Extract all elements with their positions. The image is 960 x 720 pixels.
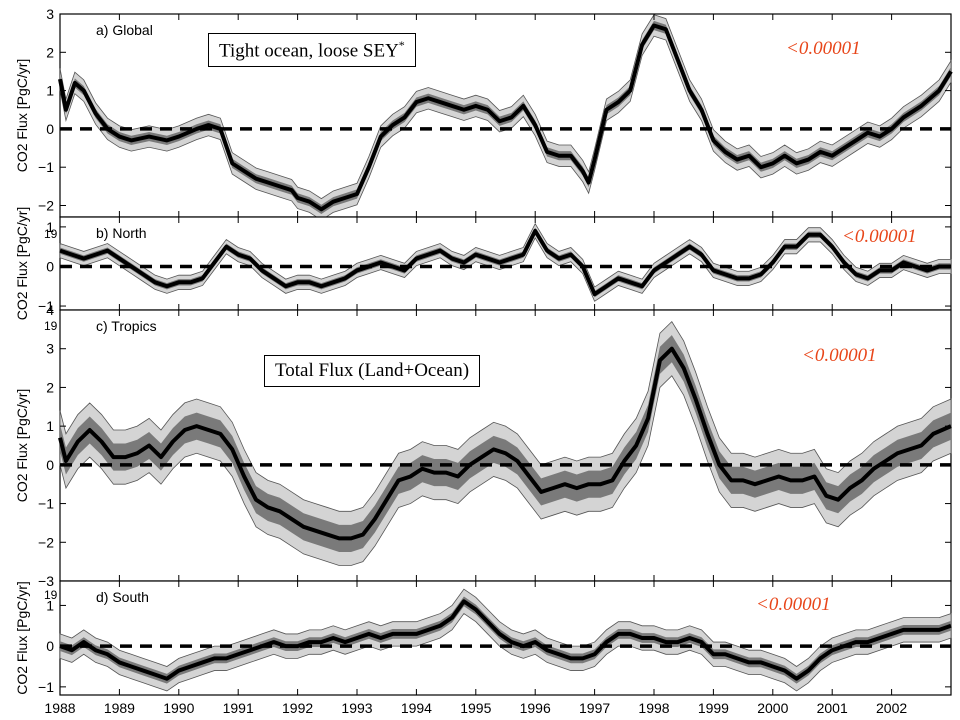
pvalue-tropics: <0.00001 [802,345,877,366]
xtick-label: 1994 [401,700,432,716]
panel-a-title: a) Global [96,22,153,38]
stray-label-19: 19 [44,227,58,241]
xtick-label: 1993 [341,700,372,716]
xtick-label: 1998 [638,700,669,716]
xtick-label: 1989 [104,700,135,716]
panel-b-ytick-label: −1 [38,298,54,314]
panel-a-ytick-label: −1 [38,159,54,175]
xtick-label: 2000 [757,700,788,716]
xtick-label: 2002 [876,700,907,716]
pvalue-north: <0.00001 [842,226,917,247]
panel-d-ytick-label: −1 [38,679,54,695]
panel-a-ylabel: CO2 Flux [PgC/yr] [14,59,30,173]
panel-b-series-line [59,228,951,297]
panel-a-ytick-label: 3 [46,6,54,22]
panel-a-series-line [58,23,953,212]
panel-c-ytick-label: 0 [46,457,54,473]
panel-c-inner-band [60,335,951,552]
xtick-label: 1999 [698,700,729,716]
panel-c-ylabel: CO2 Flux [PgC/yr] [14,389,30,503]
panel-b-ytick-label: 0 [46,258,54,274]
global-condition-box: Tight ocean, loose SEY* [208,33,416,68]
xtick-label: 1988 [44,700,75,716]
panel-b-title: b) North [96,225,147,241]
panel-c-ytick-label: 3 [46,341,54,357]
panel-d-ytick-label: 1 [46,597,54,613]
xtick-label: 2001 [817,700,848,716]
panel-a-ytick-label: 0 [46,121,54,137]
pvalue-global: <0.00001 [786,38,861,59]
panel-c-ytick-label: −2 [38,534,54,550]
panel-d-ylabel: CO2 Flux [PgC/yr] [14,581,30,695]
panel-c-ytick-label: −1 [38,496,54,512]
panel-c-ytick-label: −3 [38,573,54,589]
global-condition-asterisk: * [398,38,405,52]
panel-d-series-line [59,599,952,681]
xtick-label: 1991 [223,700,254,716]
pvalue-south: <0.00001 [756,594,831,615]
xtick-label: 1992 [282,700,313,716]
panel-c-ytick-label: 4 [46,302,54,318]
panel-a-ytick-label: 2 [46,44,54,60]
panel-b-ylabel: CO2 Flux [PgC/yr] [14,207,30,321]
stray-label-19: 19 [44,319,58,333]
panel-b-ytick-label: 1 [46,219,54,235]
panel-d-title: d) South [96,589,149,605]
global-condition-text: Tight ocean, loose SEY [219,40,399,62]
panel-d-ytick-label: 0 [46,638,54,654]
panel-a-ytick-label: 1 [46,83,54,99]
xtick-label: 1995 [460,700,491,716]
panel-a-ytick-label: −2 [38,198,54,214]
xtick-label: 1997 [579,700,610,716]
panel-c-ytick-label: 1 [46,418,54,434]
panel-c-series-line [58,346,952,541]
panel-c-title: c) Tropics [96,318,157,334]
tropics-condition-text: Total Flux (Land+Ocean) [275,360,470,381]
panel-c-ytick-label: 2 [46,379,54,395]
stray-label-19: 19 [44,588,58,602]
xtick-label: 1996 [520,700,551,716]
tropics-condition-box: Total Flux (Land+Ocean) [264,355,481,387]
xtick-label: 1990 [163,700,194,716]
